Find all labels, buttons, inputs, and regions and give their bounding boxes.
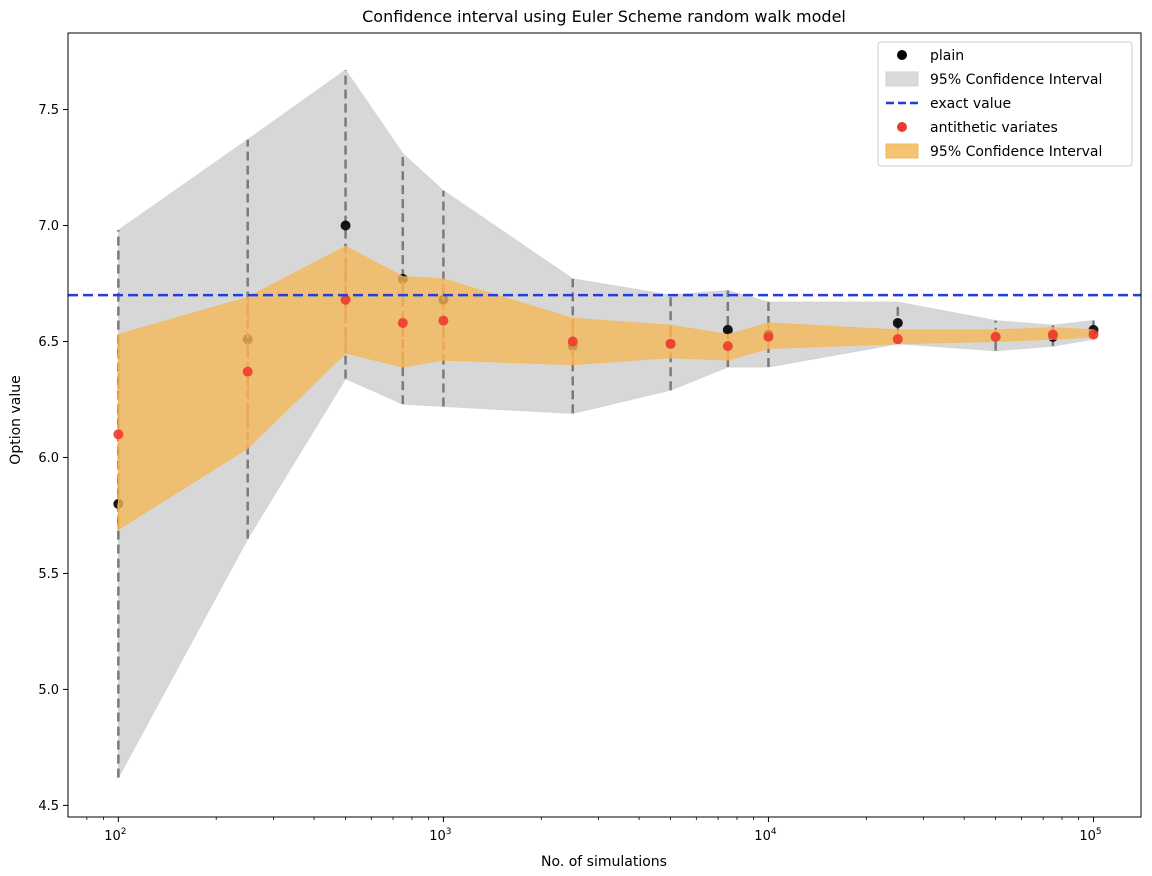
y-tick-label: 7.0 — [38, 219, 59, 234]
legend-patch — [885, 143, 919, 159]
chart-title: Confidence interval using Euler Scheme r… — [362, 7, 846, 26]
point-antithetic — [665, 338, 676, 349]
point-antithetic — [722, 341, 733, 352]
x-tick-label-exponent: 4 — [771, 827, 777, 837]
point-antithetic — [990, 331, 1001, 342]
point-antithetic — [438, 315, 449, 326]
point-antithetic — [567, 336, 578, 347]
legend-label: plain — [930, 48, 964, 64]
legend-label: exact value — [930, 96, 1011, 112]
point-antithetic — [892, 334, 903, 345]
y-tick-label: 5.0 — [38, 683, 59, 698]
point-antithetic — [113, 429, 124, 440]
legend-label: 95% Confidence Interval — [930, 144, 1102, 160]
legend-patch — [885, 71, 919, 87]
legend-label: antithetic variates — [930, 120, 1058, 136]
y-tick-label: 7.5 — [38, 103, 59, 118]
point-antithetic — [1088, 329, 1099, 340]
point-plain — [722, 324, 733, 335]
point-antithetic — [1047, 329, 1058, 340]
legend: plain 95% Confidence Interval exact value a… — [877, 41, 1133, 167]
x-tick-label-exponent: 3 — [446, 827, 452, 837]
x-axis-title: No. of simulations — [541, 854, 667, 870]
legend-marker — [897, 50, 907, 60]
point-plain — [340, 220, 351, 231]
point-plain — [892, 317, 903, 328]
x-tick-label-exponent: 2 — [121, 827, 127, 837]
y-tick-label: 4.5 — [38, 799, 59, 814]
point-antithetic — [397, 317, 408, 328]
point-antithetic — [763, 331, 774, 342]
y-tick-label: 5.5 — [38, 567, 59, 582]
x-tick-label-exponent: 5 — [1096, 827, 1102, 837]
axes-frame — [67, 32, 1142, 818]
point-antithetic — [340, 294, 351, 305]
y-tick-label: 6.5 — [38, 335, 59, 350]
point-antithetic — [242, 366, 253, 377]
y-tick-label: 6.0 — [38, 451, 59, 466]
y-axis-title: Option value — [8, 375, 24, 464]
legend-label: 95% Confidence Interval — [930, 72, 1102, 88]
legend-box — [877, 41, 1133, 167]
legend-marker — [897, 122, 907, 132]
plot-area — [68, 69, 1141, 778]
